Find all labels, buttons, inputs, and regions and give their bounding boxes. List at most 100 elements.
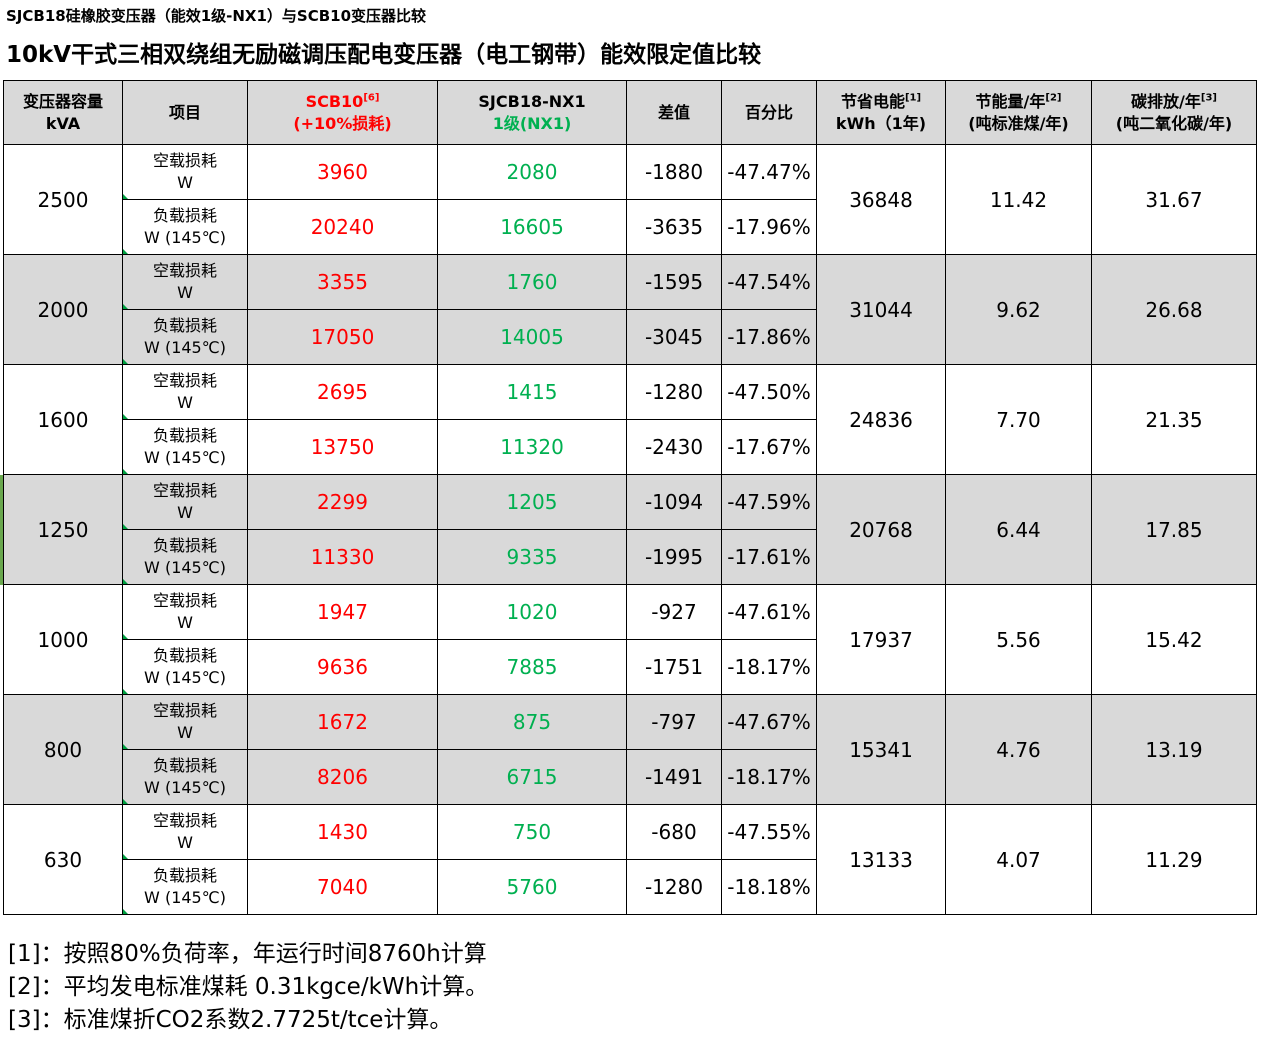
diff-load-cell[interactable]: -1995: [626, 529, 722, 585]
capacity-cell[interactable]: 1250: [3, 474, 123, 585]
capacity-cell[interactable]: 2000: [3, 254, 123, 365]
diff-load-cell[interactable]: -2430: [626, 419, 722, 475]
scb10-noload-cell[interactable]: 2695: [247, 364, 438, 420]
sjcb18-noload-cell[interactable]: 875: [437, 694, 627, 750]
coal-cell[interactable]: 9.62: [945, 254, 1092, 365]
coal-cell[interactable]: 11.42: [945, 144, 1092, 255]
pct-noload-cell[interactable]: -47.55%: [721, 804, 817, 860]
noload-label-cell[interactable]: 空载损耗 W: [122, 364, 248, 420]
scb10-load-cell[interactable]: 17050: [247, 309, 438, 365]
header-diff[interactable]: 差值: [626, 80, 722, 145]
coal-cell[interactable]: 5.56: [945, 584, 1092, 695]
energy-cell[interactable]: 36848: [816, 144, 946, 255]
noload-label-cell[interactable]: 空载损耗 W: [122, 804, 248, 860]
header-carbon[interactable]: 碳排放/年[3] (吨二氧化碳/年): [1091, 80, 1257, 145]
pct-noload-cell[interactable]: -47.59%: [721, 474, 817, 530]
scb10-noload-cell[interactable]: 1430: [247, 804, 438, 860]
header-scb10[interactable]: SCB10[6] (+10%损耗): [247, 80, 438, 145]
sjcb18-noload-cell[interactable]: 750: [437, 804, 627, 860]
diff-load-cell[interactable]: -1280: [626, 859, 722, 915]
scb10-noload-cell[interactable]: 3960: [247, 144, 438, 200]
sjcb18-load-cell[interactable]: 11320: [437, 419, 627, 475]
energy-cell[interactable]: 20768: [816, 474, 946, 585]
scb10-noload-cell[interactable]: 2299: [247, 474, 438, 530]
pct-load-cell[interactable]: -17.96%: [721, 199, 817, 255]
diff-load-cell[interactable]: -3045: [626, 309, 722, 365]
scb10-load-cell[interactable]: 8206: [247, 749, 438, 805]
coal-cell[interactable]: 4.07: [945, 804, 1092, 915]
diff-noload-cell[interactable]: -797: [626, 694, 722, 750]
pct-noload-cell[interactable]: -47.54%: [721, 254, 817, 310]
sjcb18-load-cell[interactable]: 16605: [437, 199, 627, 255]
scb10-load-cell[interactable]: 20240: [247, 199, 438, 255]
load-label-cell[interactable]: 负载损耗 W (145℃): [122, 749, 248, 805]
scb10-noload-cell[interactable]: 1672: [247, 694, 438, 750]
pct-load-cell[interactable]: -18.17%: [721, 749, 817, 805]
carbon-cell[interactable]: 13.19: [1091, 694, 1257, 805]
pct-load-cell[interactable]: -17.86%: [721, 309, 817, 365]
load-label-cell[interactable]: 负载损耗 W (145℃): [122, 639, 248, 695]
diff-noload-cell[interactable]: -1595: [626, 254, 722, 310]
scb10-load-cell[interactable]: 9636: [247, 639, 438, 695]
energy-cell[interactable]: 15341: [816, 694, 946, 805]
diff-load-cell[interactable]: -3635: [626, 199, 722, 255]
header-item[interactable]: 项目: [122, 80, 248, 145]
noload-label-cell[interactable]: 空载损耗 W: [122, 584, 248, 640]
diff-noload-cell[interactable]: -680: [626, 804, 722, 860]
carbon-cell[interactable]: 17.85: [1091, 474, 1257, 585]
carbon-cell[interactable]: 15.42: [1091, 584, 1257, 695]
diff-load-cell[interactable]: -1491: [626, 749, 722, 805]
pct-load-cell[interactable]: -17.61%: [721, 529, 817, 585]
noload-label-cell[interactable]: 空载损耗 W: [122, 144, 248, 200]
load-label-cell[interactable]: 负载损耗 W (145℃): [122, 309, 248, 365]
pct-noload-cell[interactable]: -47.67%: [721, 694, 817, 750]
scb10-load-cell[interactable]: 11330: [247, 529, 438, 585]
noload-label-cell[interactable]: 空载损耗 W: [122, 254, 248, 310]
sjcb18-noload-cell[interactable]: 1205: [437, 474, 627, 530]
pct-noload-cell[interactable]: -47.47%: [721, 144, 817, 200]
coal-cell[interactable]: 4.76: [945, 694, 1092, 805]
capacity-cell[interactable]: 1600: [3, 364, 123, 475]
capacity-cell[interactable]: 630: [3, 804, 123, 915]
sjcb18-noload-cell[interactable]: 1020: [437, 584, 627, 640]
coal-cell[interactable]: 6.44: [945, 474, 1092, 585]
sjcb18-load-cell[interactable]: 5760: [437, 859, 627, 915]
diff-noload-cell[interactable]: -1880: [626, 144, 722, 200]
capacity-cell[interactable]: 800: [3, 694, 123, 805]
diff-noload-cell[interactable]: -927: [626, 584, 722, 640]
sjcb18-noload-cell[interactable]: 1760: [437, 254, 627, 310]
pct-load-cell[interactable]: -18.17%: [721, 639, 817, 695]
carbon-cell[interactable]: 31.67: [1091, 144, 1257, 255]
sjcb18-noload-cell[interactable]: 1415: [437, 364, 627, 420]
energy-cell[interactable]: 17937: [816, 584, 946, 695]
capacity-cell[interactable]: 1000: [3, 584, 123, 695]
scb10-noload-cell[interactable]: 1947: [247, 584, 438, 640]
energy-cell[interactable]: 13133: [816, 804, 946, 915]
energy-cell[interactable]: 31044: [816, 254, 946, 365]
sjcb18-noload-cell[interactable]: 2080: [437, 144, 627, 200]
header-coal[interactable]: 节能量/年[2] (吨标准煤/年): [945, 80, 1092, 145]
sjcb18-load-cell[interactable]: 7885: [437, 639, 627, 695]
scb10-noload-cell[interactable]: 3355: [247, 254, 438, 310]
load-label-cell[interactable]: 负载损耗 W (145℃): [122, 199, 248, 255]
scb10-load-cell[interactable]: 7040: [247, 859, 438, 915]
load-label-cell[interactable]: 负载损耗 W (145℃): [122, 419, 248, 475]
sjcb18-load-cell[interactable]: 9335: [437, 529, 627, 585]
noload-label-cell[interactable]: 空载损耗 W: [122, 694, 248, 750]
carbon-cell[interactable]: 26.68: [1091, 254, 1257, 365]
sjcb18-load-cell[interactable]: 6715: [437, 749, 627, 805]
pct-noload-cell[interactable]: -47.61%: [721, 584, 817, 640]
scb10-load-cell[interactable]: 13750: [247, 419, 438, 475]
header-energy[interactable]: 节省电能[1] kWh（1年): [816, 80, 946, 145]
diff-noload-cell[interactable]: -1280: [626, 364, 722, 420]
sjcb18-load-cell[interactable]: 14005: [437, 309, 627, 365]
header-percent[interactable]: 百分比: [721, 80, 817, 145]
carbon-cell[interactable]: 11.29: [1091, 804, 1257, 915]
noload-label-cell[interactable]: 空载损耗 W: [122, 474, 248, 530]
coal-cell[interactable]: 7.70: [945, 364, 1092, 475]
header-capacity[interactable]: 变压器容量 kVA: [3, 80, 123, 145]
capacity-cell[interactable]: 2500: [3, 144, 123, 255]
pct-load-cell[interactable]: -17.67%: [721, 419, 817, 475]
header-sjcb18[interactable]: SJCB18-NX1 1级(NX1): [437, 80, 627, 145]
diff-noload-cell[interactable]: -1094: [626, 474, 722, 530]
